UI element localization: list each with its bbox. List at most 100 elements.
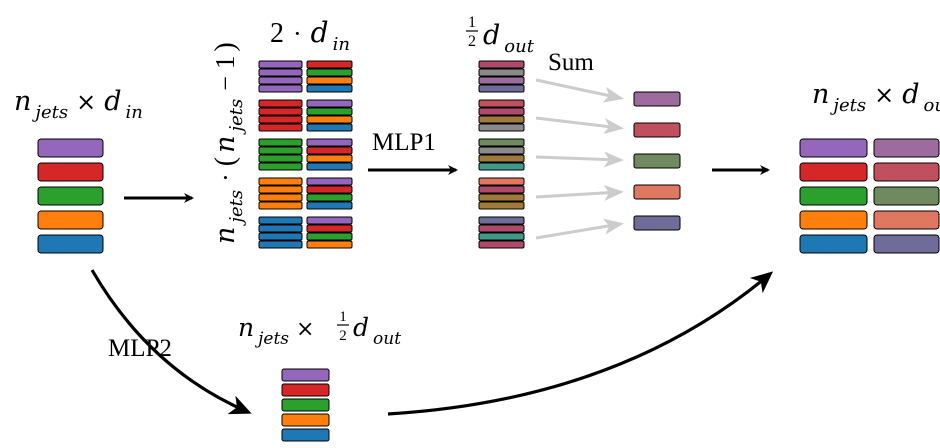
pair-left-green-1: [258, 138, 303, 147]
output-left-purple: [799, 138, 868, 158]
pair-right-red-blue: [306, 123, 353, 132]
pairs-count-paren-open: (: [210, 157, 241, 166]
mlp1-out-4-4: [478, 201, 525, 210]
input-n: n: [14, 86, 31, 117]
pairs-width-d-sub: in: [333, 34, 350, 55]
input-jet-green: [37, 186, 104, 206]
input-n-sub: jets: [31, 102, 68, 123]
pair-left-purple-2: [258, 68, 303, 77]
mlp1-out-2-4: [478, 123, 525, 132]
mlp1-out-3-4: [478, 162, 525, 171]
output-jet-features: [799, 138, 940, 254]
branch-num: 1: [339, 309, 347, 325]
mlp1-out-5-4: [478, 240, 525, 249]
input-jet-features: [37, 138, 104, 254]
branch-term-d: d out: [353, 313, 401, 349]
mlp1-out-3-3: [478, 154, 525, 163]
sum-block-4: [633, 184, 681, 200]
pairs-width-label: 2 · d in: [270, 16, 350, 55]
mlp1-out-2-2: [478, 107, 525, 116]
sum-block-2: [633, 122, 681, 138]
mlp2-out-green: [281, 398, 330, 412]
pair-left-green-2: [258, 146, 303, 155]
pair-left-red-4: [258, 123, 303, 132]
pair-right-orange-purple: [306, 177, 353, 186]
branch-n-sub: jets: [254, 329, 289, 349]
output-right-sum_orange: [873, 210, 940, 230]
pair-left-purple-3: [258, 76, 303, 85]
pair-left-blue-2: [258, 224, 303, 233]
branch-term-n: n jets ×: [238, 313, 314, 349]
pair-right-orange-red: [306, 185, 353, 194]
pair-left-blue-4: [258, 240, 303, 249]
sum-arrow-3: [535, 151, 624, 168]
mlp2-jet-outputs: [281, 368, 330, 442]
branch-d-sub: out: [373, 329, 401, 349]
half-dout-den: 2: [468, 33, 476, 50]
output-left-orange: [799, 210, 868, 230]
output-right-sum_blue: [873, 234, 940, 254]
pair-right-red-green: [306, 107, 353, 116]
pair-right-orange-blue: [306, 201, 353, 210]
branch-den: 2: [339, 328, 347, 344]
sum-arrow-2: [535, 116, 624, 135]
pair-right-blue-purple: [306, 216, 353, 225]
pair-left-red-3: [258, 115, 303, 124]
pair-left-orange-1: [258, 177, 303, 186]
input-jet-blue: [37, 234, 104, 254]
pairs-count-one: 1: [210, 56, 240, 70]
mlp1-out-5-3: [478, 232, 525, 241]
summed-features: [633, 91, 681, 231]
pairs-count-n1: n: [210, 227, 241, 244]
skip-to-output-arrow: [387, 271, 774, 416]
mlp1-out-3-2: [478, 146, 525, 155]
pairs-count-n1-sub: jets: [226, 190, 247, 227]
sum-label: Sum: [548, 49, 594, 76]
mlp2-out-orange: [281, 413, 330, 427]
branch-n: n: [238, 313, 254, 342]
output-right-sum_purple: [873, 138, 940, 158]
pairs-count-label: n jets · ( n jets − 1 ): [210, 42, 247, 244]
output-left-blue: [799, 234, 868, 254]
half-dout-d-sub: out: [504, 36, 534, 57]
sum-arrows: [535, 78, 624, 240]
pair-left-red-2: [258, 107, 303, 116]
output-times: ×: [874, 81, 894, 109]
sum-block-3: [633, 153, 681, 169]
pair-right-purple-orange: [306, 76, 353, 85]
mlp1-out-1-3: [478, 76, 525, 85]
pair-left-red-1: [258, 99, 303, 108]
sum-block-1: [633, 91, 681, 107]
sum-arrow-1: [535, 78, 624, 103]
pairs-width-two: 2: [270, 18, 284, 49]
mlp1-out-1-2: [478, 68, 525, 77]
mlp1-out-4-1: [478, 177, 525, 186]
pairs-count-n2-sub: jets: [226, 99, 247, 136]
output-d-sub: out: [924, 95, 940, 116]
branch-d: d: [353, 313, 369, 342]
half-dout-term: d out: [483, 20, 535, 57]
output-n: n: [812, 79, 829, 110]
half-dout-label: 1 2 d out: [466, 14, 535, 57]
pair-right-purple-green: [306, 68, 353, 77]
pair-right-purple-red: [306, 60, 353, 69]
mlp1-out-3-1: [478, 138, 525, 147]
sum-block-5: [633, 215, 681, 231]
mlp1-pair-outputs: [478, 60, 525, 249]
pair-right-blue-red: [306, 224, 353, 233]
branch-shape-label: n jets × 1 2 d out: [238, 309, 401, 349]
input-d-sub: in: [126, 102, 143, 123]
pairs-count-dot: ·: [211, 173, 240, 182]
input-d: d: [104, 86, 121, 117]
mlp1-label: MLP1: [372, 129, 436, 156]
pair-right-orange-green: [306, 193, 353, 202]
mlp1-out-1-4: [478, 84, 525, 93]
pair-left-orange-3: [258, 193, 303, 202]
output-right-sum_red: [873, 162, 940, 182]
pair-right-green-orange: [306, 154, 353, 163]
sum-arrow-5: [535, 218, 624, 240]
pairs-count-paren-close: ): [210, 42, 241, 51]
pair-left-green-3: [258, 154, 303, 163]
